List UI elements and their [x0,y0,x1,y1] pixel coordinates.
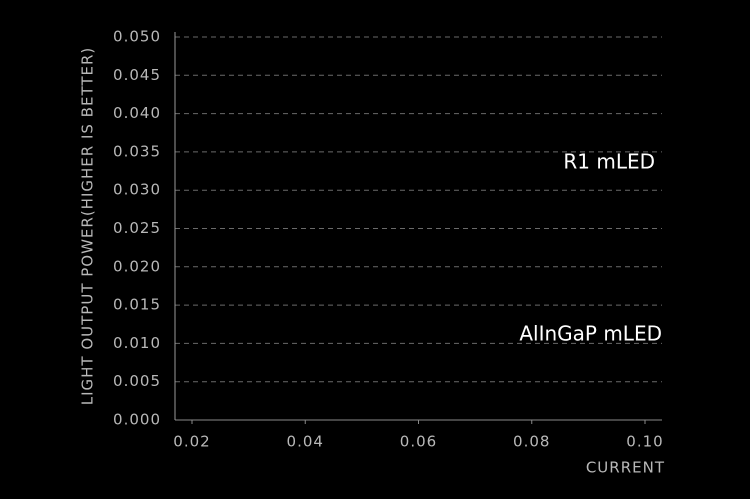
y-tick-label: 0.030 [113,181,161,199]
x-tick-label: 0.10 [626,433,663,451]
x-tick-label: 0.04 [287,433,324,451]
x-tick-label: 0.08 [513,433,550,451]
y-tick-label: 0.020 [113,257,161,275]
y-tick-label: 0.025 [113,219,161,237]
y-tick-label: 0.000 [113,411,161,429]
y-tick-label: 0.045 [113,66,161,84]
y-axis-label: LIGHT OUTPUT POWER(HIGHER IS BETTER) [79,47,97,406]
series-label: AlInGaP mLED [519,322,662,346]
y-tick-label: 0.005 [113,372,161,390]
y-tick-label: 0.035 [113,142,161,160]
y-tick-label: 0.015 [113,296,161,314]
y-tick-label: 0.010 [113,334,161,352]
series-label: R1 mLED [563,150,655,174]
x-tick-label: 0.06 [400,433,437,451]
y-tick-label: 0.050 [113,28,161,46]
x-tick-label: 0.02 [173,433,210,451]
x-axis-label: CURRENT [586,459,665,477]
y-tick-label: 0.040 [113,104,161,122]
